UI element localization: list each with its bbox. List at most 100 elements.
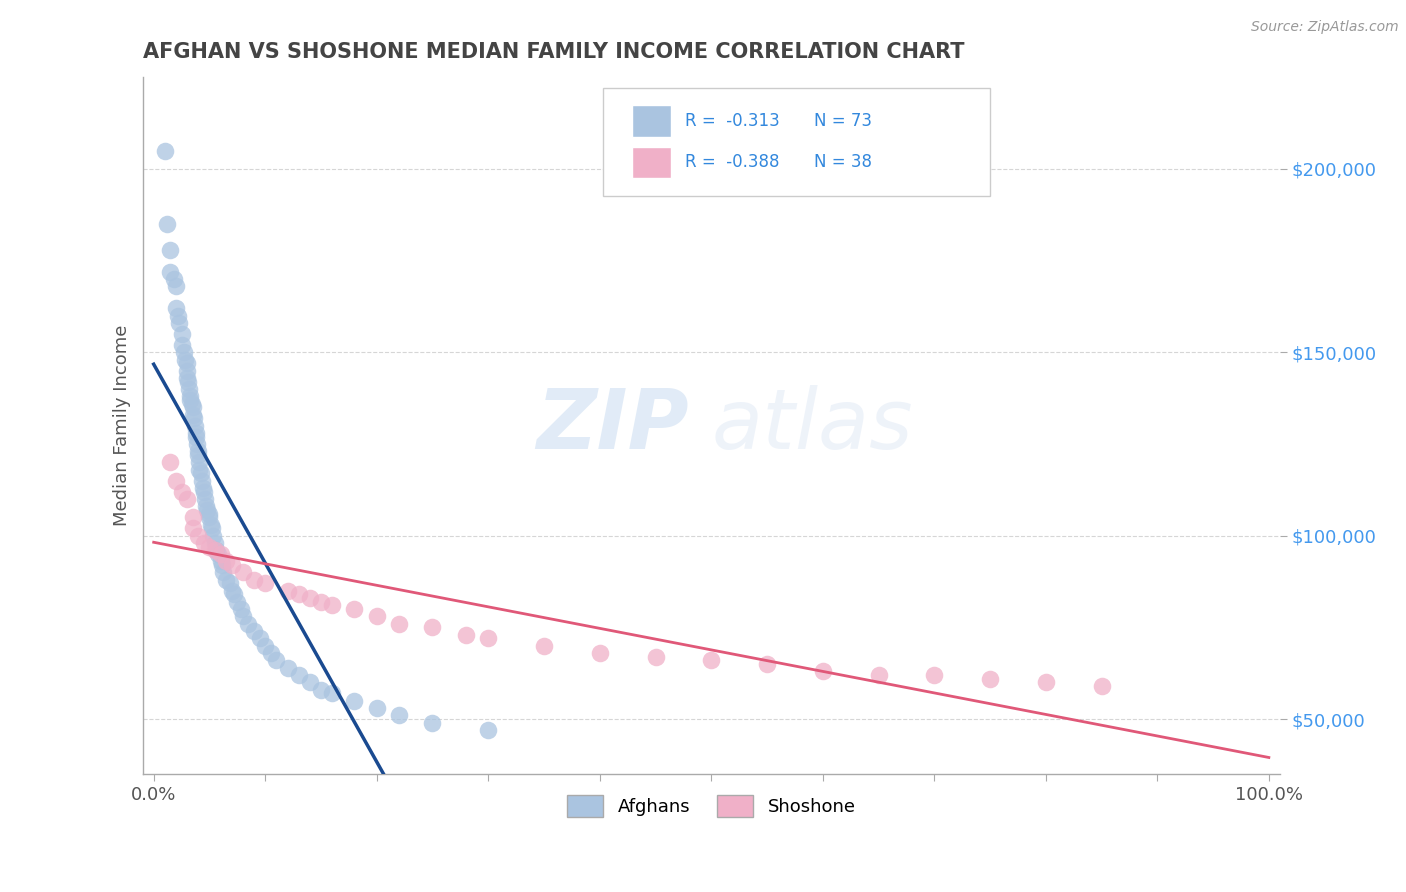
Point (193, 536, 215, 550)
Point (343, 602, 366, 616)
Point (167, 309, 190, 323)
Point (477, 723, 499, 738)
Point (200, 517, 222, 532)
Point (179, 392, 201, 407)
Point (156, 217, 179, 231)
FancyBboxPatch shape (631, 105, 672, 136)
Point (644, 649, 666, 664)
Point (309, 595, 332, 609)
Point (181, 401, 204, 415)
Point (811, 665, 834, 679)
Point (979, 672, 1001, 686)
Point (198, 540, 221, 554)
Point (165, 279, 187, 293)
Point (181, 408, 204, 422)
Point (170, 338, 193, 352)
Point (868, 668, 890, 682)
Point (309, 682, 332, 697)
Point (188, 455, 211, 469)
Point (321, 599, 343, 613)
Point (321, 686, 343, 700)
Point (388, 708, 411, 723)
Point (343, 694, 366, 708)
Point (249, 632, 271, 646)
Point (366, 701, 388, 715)
Point (176, 491, 198, 506)
Point (194, 491, 217, 506)
Text: N = 73: N = 73 (814, 112, 872, 130)
Point (229, 602, 252, 616)
Point (163, 272, 186, 286)
Point (180, 397, 202, 411)
Point (366, 609, 388, 624)
Point (211, 558, 233, 572)
Point (215, 573, 238, 587)
Point (170, 484, 193, 499)
Text: atlas: atlas (711, 385, 912, 467)
Point (287, 587, 309, 601)
Point (195, 500, 218, 514)
Text: R =  -0.313: R = -0.313 (685, 112, 780, 130)
Point (266, 653, 288, 667)
Point (215, 554, 238, 568)
Point (176, 356, 198, 370)
Point (159, 243, 181, 257)
Point (222, 587, 245, 601)
Point (243, 573, 266, 587)
Point (209, 554, 232, 568)
Point (211, 566, 233, 580)
Point (388, 616, 411, 631)
Point (221, 583, 243, 598)
Point (179, 389, 201, 403)
Text: Source: ZipAtlas.com: Source: ZipAtlas.com (1251, 20, 1399, 34)
Point (276, 583, 298, 598)
Point (191, 481, 214, 495)
Point (454, 628, 477, 642)
Point (198, 510, 221, 524)
Point (243, 624, 266, 638)
Point (159, 264, 181, 278)
Point (184, 418, 207, 433)
Point (184, 425, 207, 440)
Point (187, 529, 209, 543)
Point (589, 646, 612, 660)
Point (207, 547, 229, 561)
Point (187, 444, 209, 458)
Point (184, 430, 207, 444)
Point (254, 576, 277, 591)
Point (209, 547, 232, 561)
Point (218, 576, 240, 591)
Legend: Afghans, Shoshone: Afghans, Shoshone (560, 788, 863, 824)
Point (298, 591, 321, 605)
Point (170, 326, 193, 341)
Point (1090, 679, 1112, 693)
Point (205, 543, 228, 558)
Point (179, 382, 201, 396)
Point (298, 675, 321, 690)
Point (188, 463, 211, 477)
Point (422, 620, 444, 634)
Point (533, 639, 555, 653)
Point (173, 345, 195, 359)
Point (195, 503, 218, 517)
Point (422, 715, 444, 730)
FancyBboxPatch shape (631, 146, 672, 178)
Point (1035, 675, 1057, 690)
Text: ZIP: ZIP (536, 385, 689, 467)
Point (700, 653, 723, 667)
Point (204, 536, 226, 550)
Point (201, 521, 224, 535)
Point (204, 543, 226, 558)
FancyBboxPatch shape (603, 87, 990, 195)
Point (181, 510, 204, 524)
Point (924, 668, 946, 682)
Point (254, 639, 277, 653)
Text: AFGHAN VS SHOSHONE MEDIAN FAMILY INCOME CORRELATION CHART: AFGHAN VS SHOSHONE MEDIAN FAMILY INCOME … (142, 42, 965, 62)
Point (238, 616, 260, 631)
Text: N = 38: N = 38 (814, 153, 872, 171)
Point (232, 609, 254, 624)
Point (232, 566, 254, 580)
Point (198, 507, 221, 521)
Point (193, 484, 215, 499)
Point (153, 144, 176, 158)
